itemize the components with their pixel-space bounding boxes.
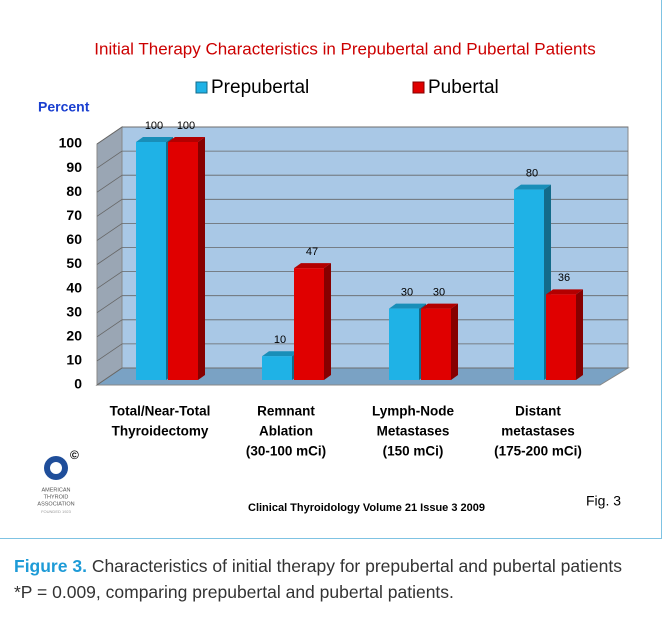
x-tick-label: (150 mCi)	[383, 444, 444, 459]
legend-swatch	[412, 81, 425, 94]
source: Clinical Thyroidology Volume 21 Issue 3 …	[248, 502, 485, 514]
caption: Figure 3. Characteristics of initial the…	[14, 553, 644, 605]
x-tick-label: (175-200 mCi)	[494, 444, 582, 459]
logo-mark	[50, 462, 62, 474]
bar-side	[198, 137, 205, 380]
bar	[514, 189, 544, 380]
grid-line	[96, 295, 123, 314]
bar-side	[576, 289, 583, 380]
y-tick-label: 50	[66, 255, 82, 271]
x-tick-label: (30-100 mCi)	[246, 444, 326, 459]
x-tick-label: Distant	[515, 404, 561, 419]
bar-top	[168, 137, 205, 142]
y-tick-label: 60	[66, 231, 82, 247]
bar	[294, 268, 324, 380]
x-tick-label: Remnant	[257, 404, 315, 419]
grid-line	[96, 247, 123, 265]
legend-label: Prepubertal	[211, 77, 309, 98]
y-tick-label: 0	[74, 376, 82, 392]
bar	[168, 142, 198, 380]
figure-label: Fig. 3	[586, 493, 621, 509]
bar	[546, 294, 576, 380]
y-tick-label: 40	[66, 279, 82, 295]
y-tick-label: 10	[66, 352, 82, 368]
bar-top	[294, 263, 331, 269]
logo-text: AMERICAN	[41, 487, 70, 493]
grid-line	[96, 150, 123, 169]
grid-line	[96, 319, 123, 338]
bar	[421, 308, 451, 380]
caption-text: Characteristics of initial therapy for p…	[14, 556, 622, 602]
grid-line	[96, 174, 123, 193]
bar-top	[546, 289, 583, 295]
bar	[262, 356, 292, 380]
bar-top	[262, 351, 299, 357]
grid-line	[96, 271, 123, 289]
bar-top	[421, 303, 458, 309]
figure-frame	[0, 0, 662, 539]
legend-swatch	[195, 81, 208, 94]
data-label: 100	[145, 120, 163, 132]
bar-top	[514, 184, 551, 190]
logo-text: ASSOCIATION	[37, 501, 74, 507]
bar-top	[389, 303, 426, 309]
grid-line	[96, 198, 123, 217]
logo-text: THYROID	[44, 494, 69, 500]
bar-top	[136, 137, 173, 142]
chart-title: Initial Therapy Characteristics in Prepu…	[94, 39, 595, 58]
data-label: 80	[526, 168, 538, 180]
x-tick-label: Metastases	[377, 424, 450, 439]
x-tick-label: Total/Near-Total	[110, 404, 211, 419]
grid-line	[96, 343, 123, 362]
y-tick-label: 70	[66, 207, 82, 223]
data-label: 100	[177, 120, 195, 132]
x-tick-label: metastases	[501, 424, 575, 439]
bar-side	[451, 303, 458, 380]
y-tick-label: 20	[66, 328, 82, 344]
bar	[389, 308, 419, 380]
bar-side	[324, 263, 331, 380]
y-tick-label: 100	[59, 135, 83, 151]
grid-line	[96, 126, 123, 145]
logo-copyright: ©	[70, 448, 79, 462]
data-label: 47	[306, 246, 318, 258]
grid-line	[96, 223, 123, 241]
data-label: 36	[558, 272, 570, 284]
chart: Initial Therapy Characteristics in Prepu…	[37, 39, 630, 514]
logo-text: FOUNDED 1923	[41, 509, 72, 514]
y-axis-label: Percent	[38, 99, 90, 115]
data-label: 10	[274, 334, 286, 346]
x-tick-label: Ablation	[259, 424, 313, 439]
y-tick-label: 90	[66, 159, 82, 175]
y-tick-label: 30	[66, 303, 82, 319]
grid-line	[96, 367, 123, 386]
data-label: 30	[401, 287, 413, 299]
bar	[136, 142, 166, 380]
caption-label: Figure 3.	[14, 556, 87, 576]
legend-label: Pubertal	[428, 77, 499, 98]
y-tick-label: 80	[66, 183, 82, 199]
x-tick-label: Lymph-Node	[372, 404, 454, 419]
data-label: 30	[433, 287, 445, 299]
x-tick-label: Thyroidectomy	[112, 424, 209, 439]
